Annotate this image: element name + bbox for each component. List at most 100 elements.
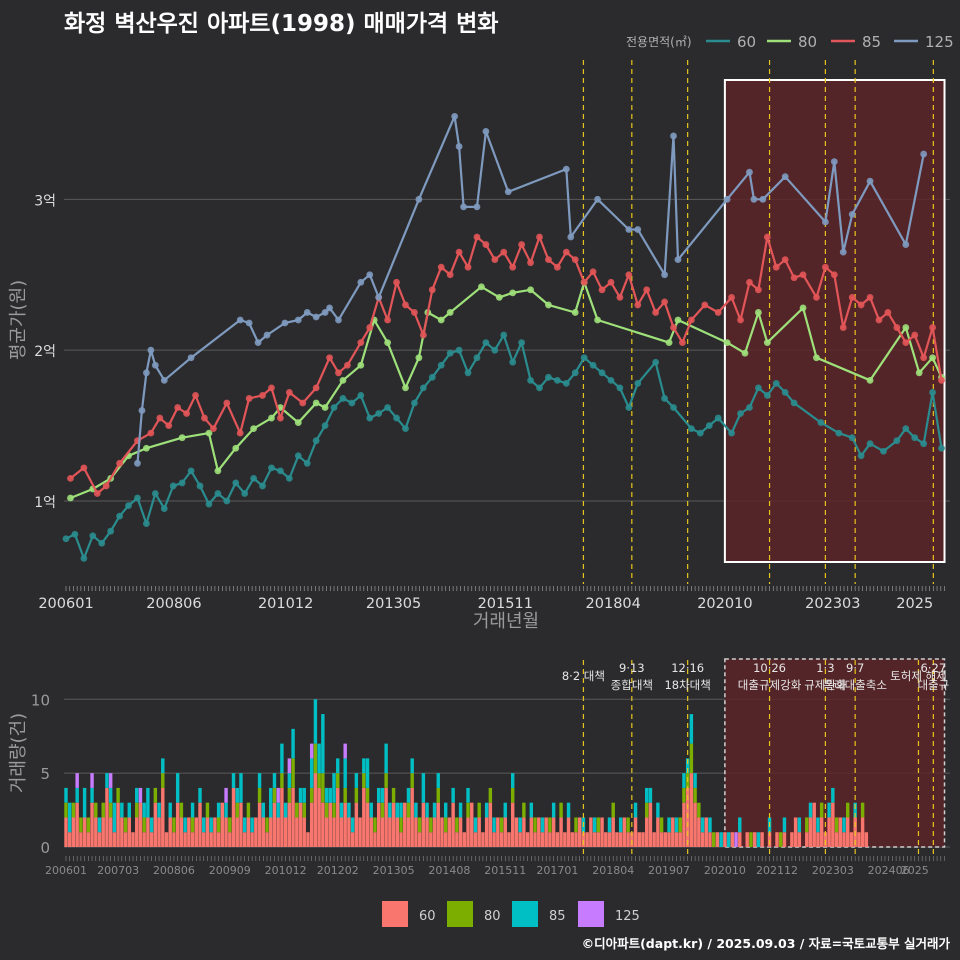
volume-bar-85	[175, 773, 180, 803]
price-point	[915, 369, 923, 377]
price-point	[165, 422, 173, 429]
price-x-tick-label: 202303	[805, 596, 860, 612]
volume-bar-85	[362, 758, 366, 774]
volume-bar-80	[161, 773, 165, 788]
volume-bar-60	[257, 802, 262, 847]
price-point	[375, 293, 383, 301]
volume-bar-85	[376, 787, 381, 803]
volume-y-tick-label: 5	[40, 765, 50, 783]
volume-bar-60	[380, 817, 385, 847]
volume-bar-85	[328, 787, 333, 803]
volume-bar-60	[436, 802, 440, 847]
volume-bar-60	[447, 817, 452, 847]
volume-bar-80	[834, 817, 839, 833]
volume-bar-60	[231, 787, 236, 847]
price-point	[821, 218, 829, 226]
volume-bar-60	[347, 817, 351, 847]
price-legend-label: 80	[798, 33, 817, 51]
price-legend-label: 60	[737, 33, 756, 51]
price-chart-series	[62, 112, 945, 562]
price-point	[763, 339, 771, 347]
volume-chart-highlight-band	[724, 658, 946, 848]
policy-annotation-label: 10·26	[753, 661, 786, 675]
volume-bar-85	[168, 802, 172, 818]
price-point	[98, 539, 106, 547]
volume-bar-80	[272, 787, 277, 803]
volume-bar-80	[712, 832, 716, 847]
volume-x-tick-label: 200703	[97, 864, 139, 877]
price-point	[384, 339, 392, 347]
price-point	[366, 324, 374, 331]
volume-bar-125	[224, 787, 228, 803]
price-point	[151, 361, 159, 369]
volume-bar-80	[246, 802, 251, 818]
volume-legend-item-60: 60	[382, 901, 436, 927]
volume-bar-60	[403, 802, 407, 847]
price-point	[344, 361, 351, 369]
volume-bar-80	[522, 802, 526, 818]
volume-bar-80	[135, 802, 139, 818]
volume-bar-80	[399, 817, 403, 833]
volume-bar-85	[250, 817, 254, 833]
volume-bar-80	[228, 817, 232, 833]
volume-y-tick-label: 10	[31, 691, 50, 709]
volume-bar-80	[343, 787, 347, 803]
volume-bar-125	[309, 743, 314, 759]
volume-bar-60	[157, 817, 161, 847]
volume-bar-60	[269, 817, 273, 847]
price-point	[701, 301, 709, 309]
price-point	[536, 233, 543, 241]
price-point	[326, 354, 333, 362]
price-point	[500, 331, 508, 339]
price-y-axis-title: 평균가(원)	[8, 280, 29, 360]
volume-bar-85	[68, 802, 72, 833]
price-point	[674, 256, 682, 264]
volume-bar-60	[782, 832, 787, 847]
price-x-tick-label: 200806	[146, 596, 201, 612]
volume-bar-60	[819, 817, 824, 847]
volume-x-tick-label: 202010	[704, 864, 746, 877]
price-point	[728, 293, 735, 301]
price-point	[938, 444, 945, 452]
volume-bar-60	[280, 787, 284, 847]
price-point	[451, 112, 459, 120]
price-point	[384, 404, 392, 411]
volume-bar-60	[767, 832, 772, 847]
volume-y-tick-label: 0	[40, 839, 50, 857]
volume-bar-60	[790, 832, 794, 847]
volume-bar-60	[592, 832, 597, 847]
volume-bar-60	[671, 817, 675, 847]
volume-bar-80	[805, 817, 809, 833]
volume-bar-85	[693, 773, 697, 788]
price-point	[781, 173, 789, 181]
price-x-tick-label: 2025	[896, 596, 933, 612]
volume-x-tick-label: 202406	[868, 864, 910, 877]
price-point	[62, 535, 70, 543]
volume-bar-60	[805, 832, 809, 847]
volume-bar-125	[287, 758, 292, 774]
volume-bar-80	[142, 817, 146, 833]
volume-bar-125	[75, 773, 79, 788]
price-point	[277, 414, 284, 422]
volume-bar-60	[537, 817, 541, 847]
volume-bar-85	[842, 817, 846, 833]
volume-bar-85	[644, 787, 649, 803]
volume-bar-60	[615, 832, 619, 847]
volume-bar-85	[354, 773, 359, 788]
price-point	[491, 256, 499, 264]
price-point	[312, 399, 320, 407]
volume-x-tick-label: 200909	[209, 864, 251, 877]
volume-bar-60	[846, 817, 850, 847]
price-point	[714, 309, 722, 316]
price-point	[661, 395, 668, 402]
volume-bar-60	[857, 832, 861, 847]
price-point	[473, 233, 481, 241]
price-point	[321, 309, 329, 316]
volume-bar-85	[336, 758, 340, 774]
price-point	[830, 158, 838, 166]
volume-bar-80	[94, 802, 98, 818]
volume-bar-85	[607, 817, 612, 833]
price-point	[848, 293, 856, 301]
volume-bar-80	[205, 802, 210, 818]
volume-bar-85	[451, 787, 455, 803]
